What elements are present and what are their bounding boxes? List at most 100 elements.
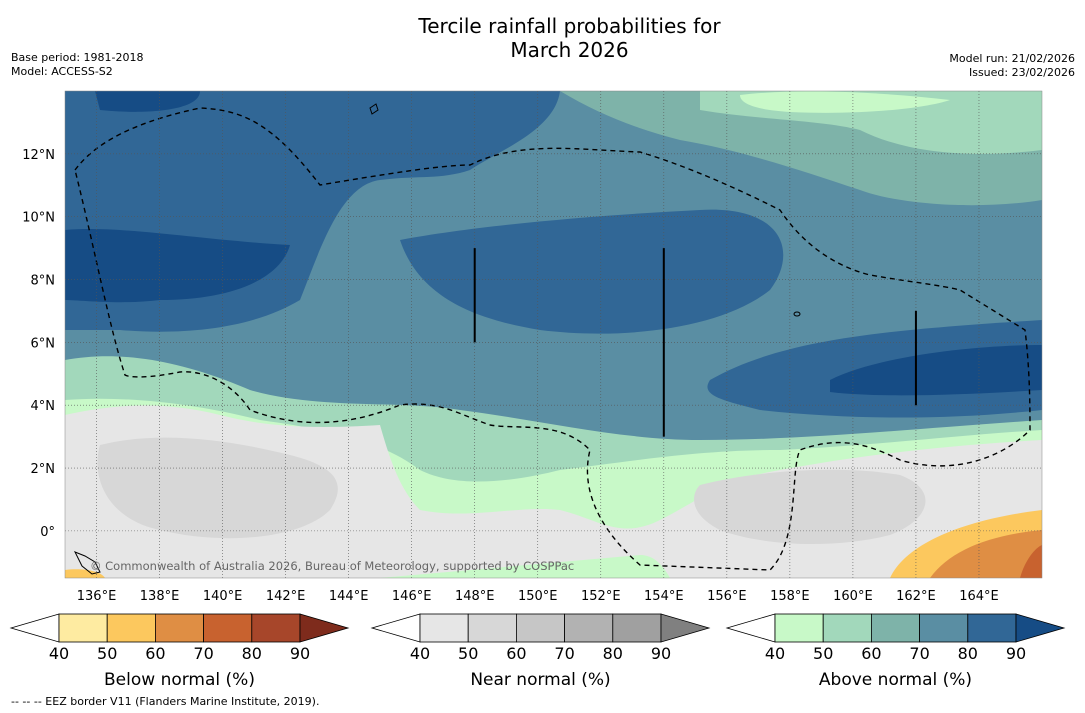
colorbars: 40 50 60 70 80 90 Below normal (%) 40 50 60 70 80 90… bbox=[9, 613, 1066, 690]
colorbar: 40 50 60 70 80 90 Near normal (%) bbox=[370, 613, 711, 690]
colorbar-over-triangle bbox=[660, 613, 711, 643]
x-tick-label: 138°E bbox=[140, 589, 180, 604]
colorbar-tick-label: 40 bbox=[765, 644, 785, 663]
y-tick-label: 4°N bbox=[31, 399, 56, 414]
colorbar-tick-label: 70 bbox=[193, 644, 213, 663]
colorbar-tick-label: 60 bbox=[145, 644, 165, 663]
colorbar-under-triangle bbox=[370, 613, 421, 643]
title-line-1: Tercile rainfall probabilities for bbox=[418, 14, 721, 38]
colorbar-label: Near normal (%) bbox=[470, 670, 610, 690]
colorbar-tick-label: 80 bbox=[958, 644, 978, 663]
title-line-2: March 2026 bbox=[510, 38, 629, 62]
colorbar-tick-label: 90 bbox=[1006, 644, 1026, 663]
colorbar-tick-label: 80 bbox=[242, 644, 262, 663]
y-tick-labels: 0° 2°N 4°N 6°N 8°N 10°N 12°N bbox=[22, 148, 55, 540]
region-below-70 bbox=[930, 530, 1042, 578]
colorbar-segment bbox=[822, 613, 872, 643]
map-area bbox=[65, 91, 1042, 578]
colorbar-segment bbox=[419, 613, 469, 643]
x-tick-label: 146°E bbox=[392, 589, 432, 604]
colorbar-tick-label: 50 bbox=[97, 644, 117, 663]
x-tick-label: 164°E bbox=[959, 589, 999, 604]
y-tick-label: 6°N bbox=[31, 336, 56, 351]
region-near-50-east bbox=[694, 469, 926, 545]
x-tick-label: 140°E bbox=[203, 589, 243, 604]
colorbar-over-triangle bbox=[1015, 613, 1066, 643]
x-tick-label: 152°E bbox=[581, 589, 621, 604]
base-period: Base period: 1981-2018 bbox=[11, 51, 144, 64]
y-tick-label: 12°N bbox=[22, 148, 55, 163]
x-tick-label: 142°E bbox=[266, 589, 306, 604]
colorbar-label: Below normal (%) bbox=[104, 670, 255, 690]
eez-border bbox=[74, 107, 1031, 571]
region-above-50-ne bbox=[740, 91, 950, 113]
region-below-80 bbox=[1020, 545, 1042, 578]
colorbar-segment bbox=[516, 613, 566, 643]
colorbar-tick-label: 60 bbox=[506, 644, 526, 663]
colorbar-label: Above normal (%) bbox=[819, 670, 972, 690]
copyright-text: © Commonwealth of Australia 2026, Bureau… bbox=[90, 559, 574, 573]
model-run: Model run: 21/02/2026 bbox=[949, 52, 1075, 65]
colorbar-segment bbox=[871, 613, 921, 643]
colorbar-segment bbox=[106, 613, 156, 643]
colorbar-tick-label: 60 bbox=[861, 644, 881, 663]
meta-right: Model run: 21/02/2026 Issued: 23/02/2026 bbox=[949, 52, 1075, 80]
colorbar-segment bbox=[919, 613, 969, 643]
x-tick-label: 162°E bbox=[896, 589, 936, 604]
colorbar-tick-label: 70 bbox=[909, 644, 929, 663]
colorbar: 40 50 60 70 80 90 Below normal (%) bbox=[9, 613, 350, 690]
island-coast bbox=[73, 551, 101, 575]
eez-line-segments bbox=[473, 248, 917, 437]
region-above-90-east bbox=[830, 345, 1042, 396]
x-tick-label: 160°E bbox=[833, 589, 873, 604]
colorbar-tick-label: 90 bbox=[651, 644, 671, 663]
eez-footer-note: -- -- -- EEZ border V11 (Flanders Marine… bbox=[11, 695, 320, 708]
y-tick-label: 8°N bbox=[31, 274, 56, 289]
colorbar-tick-label: 80 bbox=[603, 644, 623, 663]
colorbar-tick-label: 50 bbox=[813, 644, 833, 663]
colorbar-segment bbox=[612, 613, 662, 643]
colorbar-segment bbox=[564, 613, 614, 643]
colorbar-tick-label: 40 bbox=[410, 644, 430, 663]
region-near-50-west bbox=[97, 437, 338, 539]
colorbar-segment bbox=[467, 613, 517, 643]
x-tick-label: 154°E bbox=[644, 589, 684, 604]
model-name: Model: ACCESS-S2 bbox=[11, 65, 113, 78]
colorbar-tick-label: 50 bbox=[458, 644, 478, 663]
y-tick-label: 2°N bbox=[31, 462, 56, 477]
x-tick-label: 150°E bbox=[518, 589, 558, 604]
region-below-60-sw bbox=[65, 569, 105, 578]
y-tick-label: 0° bbox=[40, 525, 55, 540]
region-above-90-top bbox=[95, 91, 200, 112]
colorbar-tick-label: 90 bbox=[290, 644, 310, 663]
x-tick-label: 144°E bbox=[329, 589, 369, 604]
colorbar-under-triangle bbox=[9, 613, 60, 643]
y-tick-label: 10°N bbox=[22, 211, 55, 226]
colorbar-under-triangle bbox=[725, 613, 776, 643]
colorbar-segment bbox=[58, 613, 108, 643]
region-above-90-west bbox=[65, 228, 290, 303]
chart-title: Tercile rainfall probabilities for March… bbox=[0, 14, 1085, 62]
x-tick-label: 148°E bbox=[455, 589, 495, 604]
x-tick-labels: 136°E 138°E 140°E 142°E 144°E 146°E 148°E 150°E… bbox=[77, 589, 999, 604]
colorbar-segment bbox=[251, 613, 301, 643]
gridlines bbox=[65, 91, 1042, 578]
colorbar-segment bbox=[154, 613, 204, 643]
colorbar-segment bbox=[774, 613, 824, 643]
issued-date: Issued: 23/02/2026 bbox=[968, 66, 1075, 79]
colorbar-tick-label: 40 bbox=[49, 644, 69, 663]
x-tick-label: 156°E bbox=[707, 589, 747, 604]
x-tick-label: 158°E bbox=[770, 589, 810, 604]
x-tick-label: 136°E bbox=[77, 589, 117, 604]
colorbar-segment bbox=[967, 613, 1017, 643]
meta-left: Base period: 1981-2018 Model: ACCESS-S2 bbox=[11, 51, 143, 79]
island-coast bbox=[793, 311, 801, 317]
colorbar: 40 50 60 70 80 90 Above normal (%) bbox=[725, 613, 1066, 690]
colorbar-over-triangle bbox=[299, 613, 350, 643]
colorbar-tick-label: 70 bbox=[554, 644, 574, 663]
island-coast bbox=[369, 103, 379, 115]
region-above-80-central bbox=[400, 209, 784, 334]
map-frame bbox=[64, 90, 1043, 579]
colorbar-segment bbox=[203, 613, 253, 643]
